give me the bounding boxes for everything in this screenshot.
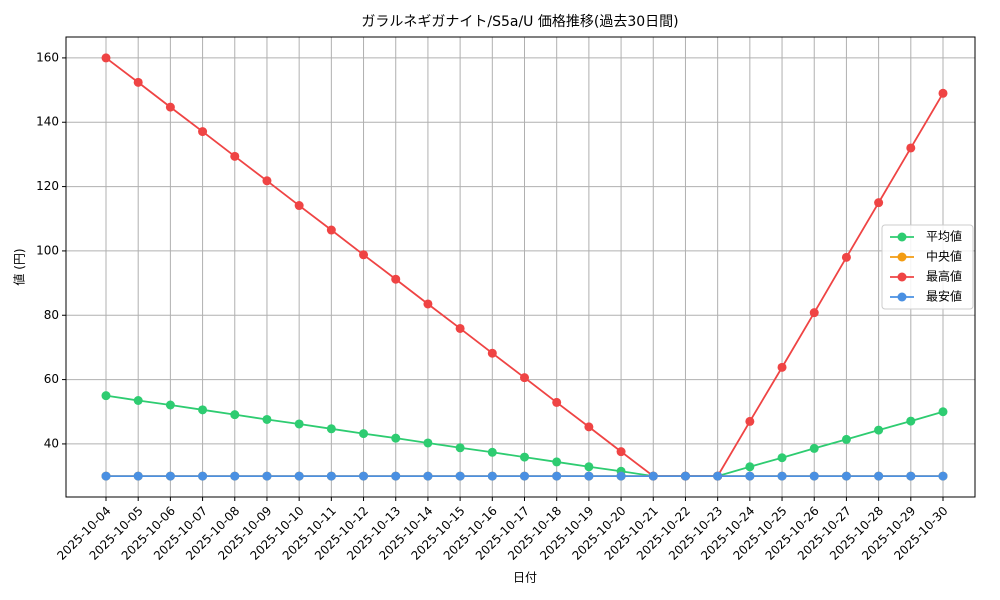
- legend-label: 最高値: [926, 269, 962, 284]
- point: [391, 274, 401, 284]
- y-tick-label: 160: [36, 50, 59, 64]
- point: [294, 201, 304, 211]
- point: [133, 471, 143, 481]
- point: [809, 308, 819, 318]
- point: [552, 457, 562, 467]
- point: [423, 471, 433, 481]
- point: [165, 471, 175, 481]
- point: [294, 471, 304, 481]
- point: [809, 443, 819, 453]
- point: [198, 127, 208, 137]
- point: [874, 198, 884, 208]
- point: [906, 471, 916, 481]
- point: [584, 422, 594, 432]
- legend-marker: [897, 252, 907, 262]
- plot-frame: [65, 36, 976, 498]
- legend-box: [881, 224, 974, 310]
- point: [841, 471, 851, 481]
- point: [874, 425, 884, 435]
- point: [198, 405, 208, 415]
- point: [938, 471, 948, 481]
- legend-label: 平均値: [926, 229, 962, 244]
- point: [326, 471, 336, 481]
- point: [584, 462, 594, 472]
- chart-title: ガラルネギガナイト/S5a/U 価格推移(過去30日間): [361, 14, 678, 30]
- point: [520, 471, 529, 481]
- y-tick-label: 60: [44, 372, 59, 386]
- point: [487, 471, 497, 481]
- point: [745, 462, 755, 472]
- point: [391, 433, 401, 443]
- point: [906, 416, 916, 426]
- point: [230, 151, 240, 161]
- point: [809, 471, 819, 481]
- point: [133, 77, 143, 87]
- point: [455, 471, 465, 481]
- point: [359, 250, 369, 260]
- point: [584, 471, 594, 481]
- y-tick-label: 80: [44, 308, 59, 322]
- point: [262, 471, 272, 481]
- point: [455, 443, 465, 453]
- point: [423, 438, 433, 448]
- y-tick-label: 120: [36, 179, 59, 193]
- y-tick-label: 40: [44, 436, 59, 450]
- point: [133, 395, 143, 405]
- y-axis-label: 値 (円): [12, 248, 27, 285]
- point: [745, 471, 755, 481]
- point: [165, 400, 175, 410]
- point: [713, 471, 723, 481]
- point: [680, 471, 690, 481]
- point: [906, 143, 916, 153]
- x-axis-label: 日付: [513, 571, 537, 585]
- point: [423, 299, 433, 309]
- legend-marker: [897, 232, 907, 242]
- point: [552, 471, 562, 481]
- point: [326, 424, 336, 434]
- point: [841, 434, 851, 444]
- point: [230, 471, 240, 481]
- point: [326, 225, 336, 235]
- point: [777, 471, 787, 481]
- legend-label: 中央値: [926, 249, 962, 264]
- point: [745, 416, 755, 426]
- point: [262, 176, 272, 186]
- point: [294, 419, 304, 429]
- point: [841, 252, 851, 262]
- point: [487, 447, 497, 457]
- point: [520, 452, 529, 462]
- point: [938, 88, 948, 98]
- y-tick-label: 140: [36, 115, 59, 129]
- point: [101, 391, 111, 401]
- point: [198, 471, 208, 481]
- point: [359, 429, 369, 439]
- point: [262, 414, 272, 424]
- y-tick-label: 100: [36, 243, 59, 257]
- point: [938, 407, 948, 417]
- legend-label: 最安値: [926, 289, 962, 304]
- legend-marker: [897, 272, 907, 282]
- point: [648, 471, 658, 481]
- point: [230, 410, 240, 420]
- point: [487, 348, 497, 358]
- point: [101, 471, 111, 481]
- point: [616, 471, 626, 481]
- point: [874, 471, 884, 481]
- point: [359, 471, 369, 481]
- point: [455, 323, 465, 333]
- point: [391, 471, 401, 481]
- point: [616, 447, 626, 457]
- point: [777, 453, 787, 463]
- point: [101, 53, 111, 63]
- point: [777, 362, 787, 372]
- point: [552, 397, 562, 407]
- point: [520, 373, 529, 383]
- legend-marker: [897, 292, 907, 302]
- point: [165, 102, 175, 112]
